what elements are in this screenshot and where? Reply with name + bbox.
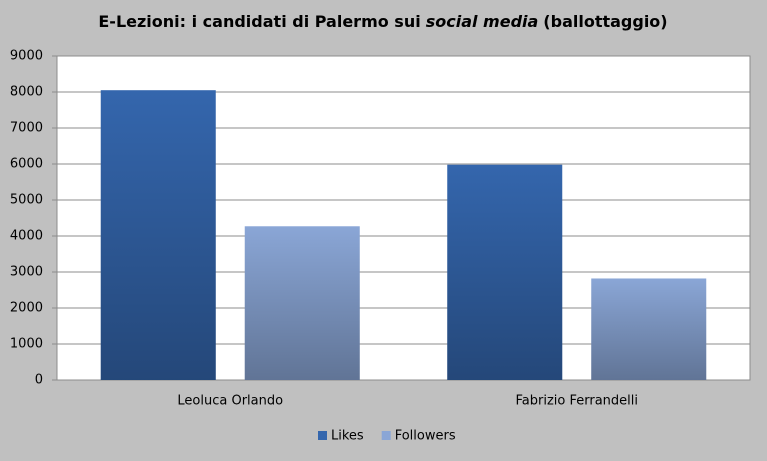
legend-label: Likes: [331, 429, 364, 444]
y-tick-label: 7000: [10, 121, 43, 136]
title-part: social media: [426, 12, 539, 31]
legend-label: Followers: [395, 429, 456, 444]
y-tick-label: 3000: [10, 265, 43, 280]
y-tick-label: 9000: [10, 49, 43, 64]
title-part: E-Lezioni: i candidati di Palermo sui: [98, 12, 420, 31]
chart-title: E-Lezioni: i candidati di Palermo sui soc…: [98, 12, 667, 31]
x-tick-label: Fabrizio Ferrandelli: [516, 394, 639, 409]
legend-swatch: [381, 431, 391, 440]
y-tick-label: 2000: [10, 301, 43, 316]
bar: [244, 226, 360, 380]
y-tick-label: 0: [35, 373, 43, 388]
y-tick-label: 5000: [10, 193, 43, 208]
y-tick-label: 4000: [10, 229, 43, 244]
y-tick-label: 1000: [10, 337, 43, 352]
y-tick-label: 6000: [10, 157, 43, 172]
bar: [100, 90, 216, 380]
x-tick-label: Leoluca Orlando: [177, 394, 283, 409]
y-tick-label: 8000: [10, 85, 43, 100]
title-part: (ballottaggio): [543, 12, 667, 31]
bar: [591, 278, 707, 380]
bar: [447, 164, 563, 380]
legend-swatch: [318, 431, 327, 440]
